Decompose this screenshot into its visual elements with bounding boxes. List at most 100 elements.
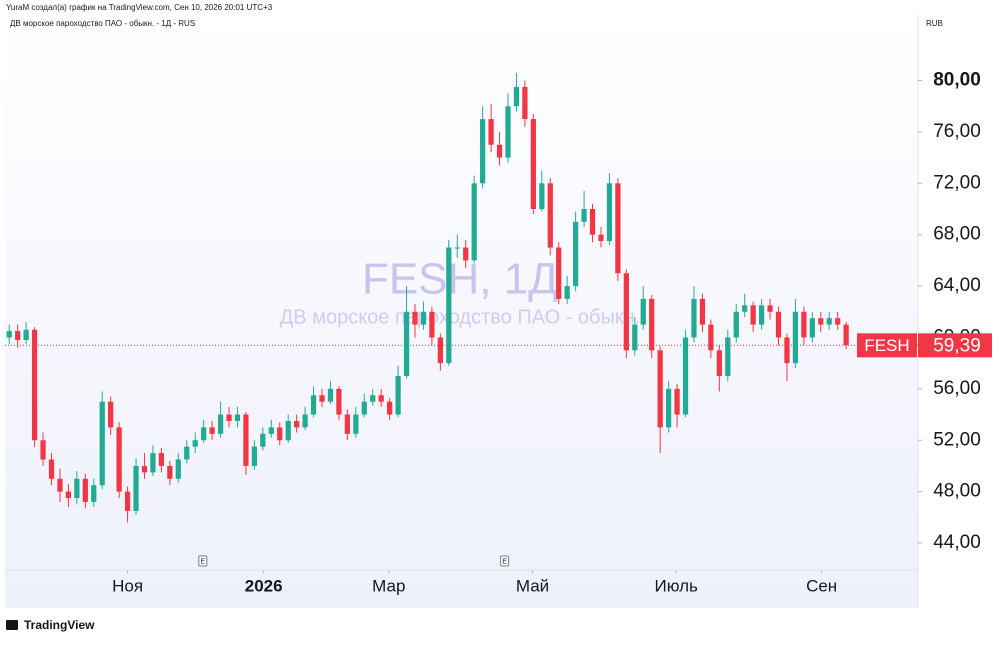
candle-body <box>429 311 435 338</box>
candle <box>843 322 849 350</box>
y-tick-label: 76,00 <box>933 121 981 142</box>
candle-body <box>809 318 815 338</box>
candle <box>74 471 80 505</box>
candle-body <box>556 247 562 299</box>
candle-body <box>412 311 418 325</box>
candle <box>31 327 38 447</box>
candle-body <box>750 305 756 325</box>
candle <box>463 239 469 269</box>
y-tick-label: 72,00 <box>933 172 981 193</box>
candle <box>116 422 122 499</box>
candle <box>758 298 765 330</box>
candle-body <box>792 311 799 364</box>
candle <box>750 301 756 333</box>
candle <box>649 295 655 359</box>
candle-body <box>446 247 452 364</box>
candle-body <box>91 485 97 502</box>
candle-body <box>336 388 342 415</box>
candle-body <box>403 311 410 377</box>
candle-body <box>158 453 165 466</box>
candle <box>378 388 384 407</box>
candle-body <box>589 208 596 235</box>
candle-body <box>370 395 376 402</box>
x-tick-label: Ноя <box>112 576 143 595</box>
candle-body <box>513 86 520 107</box>
candle-body <box>649 298 655 351</box>
last-price-label: 59,39 <box>933 335 981 356</box>
candle-body <box>708 324 714 351</box>
candle-body <box>530 119 536 209</box>
candle-body <box>251 446 258 466</box>
candle <box>792 298 799 369</box>
currency: RUB <box>926 19 943 28</box>
candle <box>124 486 131 523</box>
candle <box>539 170 545 212</box>
candle <box>801 306 807 346</box>
candle <box>370 388 376 406</box>
brand: TradingView <box>24 618 95 632</box>
candle <box>835 311 841 330</box>
candle <box>640 286 646 330</box>
candle <box>217 401 224 438</box>
candle-body <box>691 298 697 338</box>
candle-body <box>471 183 477 261</box>
candle-body <box>353 414 359 434</box>
candle-body <box>725 337 731 377</box>
candle-body <box>767 305 773 312</box>
candle-body <box>268 427 274 434</box>
candle-body <box>733 311 739 338</box>
candle <box>403 286 410 379</box>
candle-body <box>378 395 384 402</box>
candle-body <box>226 414 232 421</box>
candle-body <box>573 221 579 287</box>
candle <box>133 458 139 515</box>
candle-body <box>547 183 553 248</box>
candle-body <box>581 208 587 222</box>
candle <box>243 411 249 475</box>
candle <box>589 203 596 243</box>
candle-body <box>632 324 638 351</box>
candle-body <box>742 305 748 312</box>
candle-body <box>260 433 266 447</box>
candle-body <box>124 491 131 511</box>
candle-body <box>420 311 427 325</box>
candle-body <box>598 234 604 242</box>
candle <box>310 386 317 418</box>
y-tick-label: 68,00 <box>933 224 981 245</box>
candle <box>91 478 97 508</box>
candle-body <box>184 446 190 460</box>
candle <box>818 311 824 333</box>
candle-body <box>775 311 782 338</box>
candle-body <box>488 119 494 145</box>
candle <box>420 301 427 330</box>
candle-body <box>801 311 807 338</box>
candle <box>82 473 88 509</box>
candle-body <box>657 350 663 428</box>
y-tick-label: 80,00 <box>933 70 981 91</box>
y-tick-label: 64,00 <box>933 275 981 296</box>
candle-body <box>133 465 139 511</box>
candle-body <box>57 478 63 492</box>
event-label: E <box>200 558 205 565</box>
candle-body <box>843 324 849 346</box>
candle <box>23 322 29 344</box>
candle-body <box>175 459 181 479</box>
candle-body <box>150 453 156 473</box>
y-tick-label: 56,00 <box>933 378 981 399</box>
caption: YuraM создал(а) график на TradingView.co… <box>6 3 273 12</box>
candle <box>454 234 460 258</box>
candle <box>99 391 105 490</box>
candle <box>251 440 258 470</box>
candle <box>742 293 748 317</box>
price-badge <box>918 333 992 358</box>
candle <box>268 419 274 438</box>
candle <box>725 329 731 382</box>
x-tick-label: Мар <box>372 576 405 595</box>
candle <box>209 420 215 441</box>
candle <box>294 414 300 433</box>
candle <box>184 440 190 464</box>
candle-body <box>48 459 55 479</box>
candle <box>446 239 452 366</box>
candle-body <box>234 414 241 421</box>
